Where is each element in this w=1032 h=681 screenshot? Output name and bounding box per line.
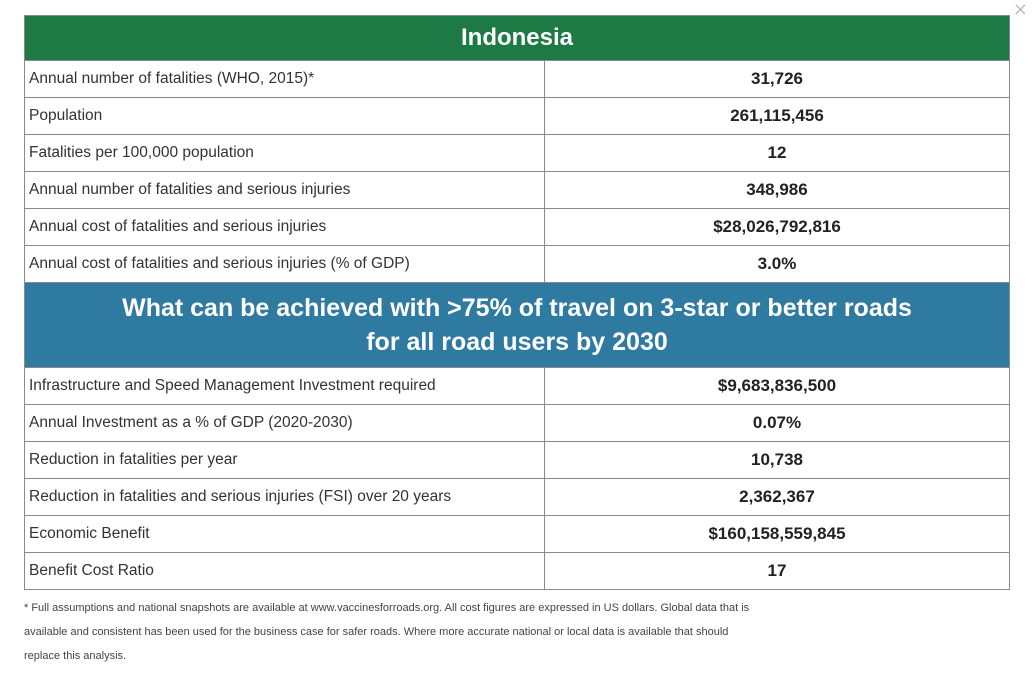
- row-value: 12: [544, 134, 1010, 172]
- row-label: Annual Investment as a % of GDP (2020-20…: [24, 404, 545, 442]
- section-header-line-1: What can be achieved with >75% of travel…: [122, 294, 912, 322]
- row-label: Benefit Cost Ratio: [24, 552, 545, 590]
- row-label: Reduction in fatalities and serious inju…: [24, 478, 545, 516]
- row-value: $9,683,836,500: [544, 367, 1010, 405]
- table-row: Reduction in fatalities and serious inju…: [24, 478, 1010, 516]
- row-label: Annual number of fatalities (WHO, 2015)*: [24, 60, 545, 98]
- snapshot-table: Indonesia Annual number of fatalities (W…: [24, 15, 1010, 590]
- table-row: Economic Benefit $160,158,559,845: [24, 515, 1010, 553]
- table-row: Infrastructure and Speed Management Inve…: [24, 367, 1010, 405]
- close-icon[interactable]: ×: [1012, 0, 1028, 20]
- country-header: Indonesia: [24, 15, 1010, 61]
- row-value: 348,986: [544, 171, 1010, 209]
- row-label: Infrastructure and Speed Management Inve…: [24, 367, 545, 405]
- row-value: $28,026,792,816: [544, 208, 1010, 246]
- road-safety-snapshot: Indonesia Annual number of fatalities (W…: [24, 15, 1010, 668]
- row-value: 31,726: [544, 60, 1010, 98]
- row-value: 17: [544, 552, 1010, 590]
- table-row: Annual cost of fatalities and serious in…: [24, 245, 1010, 283]
- section-header-line-2: for all road users by 2030: [366, 328, 668, 356]
- row-label: Reduction in fatalities per year: [24, 441, 545, 479]
- row-label: Annual number of fatalities and serious …: [24, 171, 545, 209]
- table-row: Annual number of fatalities and serious …: [24, 171, 1010, 209]
- table-row: Benefit Cost Ratio 17: [24, 552, 1010, 590]
- footnote-line-3: replace this analysis.: [24, 650, 127, 662]
- row-value: 3.0%: [544, 245, 1010, 283]
- row-label: Fatalities per 100,000 population: [24, 134, 545, 172]
- footnote-line-2: available and consistent has been used f…: [24, 626, 729, 638]
- table-row: Annual cost of fatalities and serious in…: [24, 208, 1010, 246]
- section-header: What can be achieved with >75% of travel…: [24, 282, 1010, 368]
- row-label: Population: [24, 97, 545, 135]
- row-label: Economic Benefit: [24, 515, 545, 553]
- footnote-line-1: * Full assumptions and national snapshot…: [24, 602, 750, 614]
- table-row: Reduction in fatalities per year 10,738: [24, 441, 1010, 479]
- row-value: $160,158,559,845: [544, 515, 1010, 553]
- row-label: Annual cost of fatalities and serious in…: [24, 208, 545, 246]
- table-row: Annual Investment as a % of GDP (2020-20…: [24, 404, 1010, 442]
- row-value: 0.07%: [544, 404, 1010, 442]
- table-row: Population 261,115,456: [24, 97, 1010, 135]
- table-row: Annual number of fatalities (WHO, 2015)*…: [24, 60, 1010, 98]
- table-row: Fatalities per 100,000 population 12: [24, 134, 1010, 172]
- row-value: 2,362,367: [544, 478, 1010, 516]
- row-value: 10,738: [544, 441, 1010, 479]
- row-label: Annual cost of fatalities and serious in…: [24, 245, 545, 283]
- footnote: * Full assumptions and national snapshot…: [24, 596, 1009, 668]
- row-value: 261,115,456: [544, 97, 1010, 135]
